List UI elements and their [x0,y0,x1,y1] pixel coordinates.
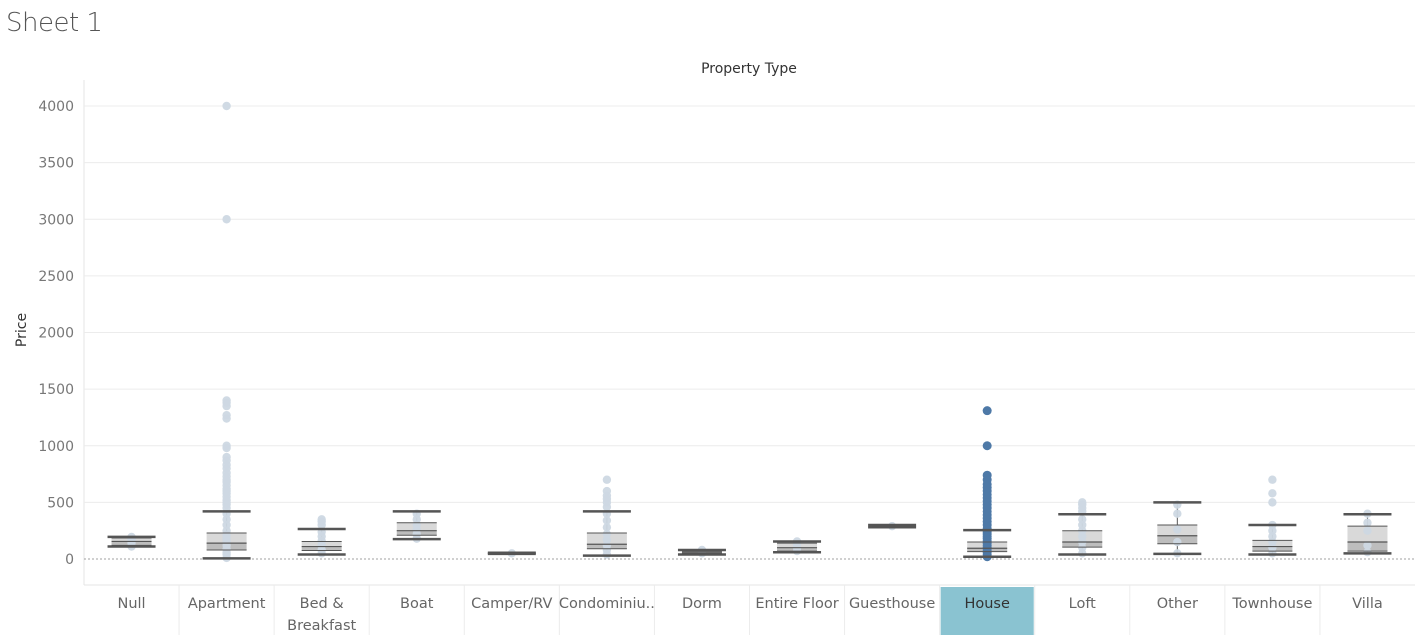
data-point [222,101,231,111]
category-label: Dorm [682,596,722,612]
box-other [1153,500,1202,558]
data-point [222,441,231,450]
category-label: Camper/RV [471,596,552,612]
category-label: Apartment [188,596,266,612]
data-point [1078,515,1087,524]
gridlines [83,80,1415,586]
category-label: Loft [1069,596,1097,612]
data-point [222,452,231,462]
y-axis-title: Price [14,313,30,347]
y-tick-label: 3000 [38,212,74,228]
y-tick-label: 2500 [38,269,74,285]
data-point [602,475,612,484]
category-label: Entire Floor [755,596,838,612]
data-point [982,441,992,451]
box-apartment [202,101,251,563]
box-townhouse [1248,475,1297,558]
category-label: Condominiu.. [559,596,655,612]
category-label: House [964,596,1010,612]
box-guesthouse [868,521,917,531]
data-point [1173,525,1182,534]
data-point [1268,489,1277,498]
category-label: Other [1157,596,1198,612]
data-point [222,410,231,420]
data-point [982,406,992,416]
y-tick-label: 4000 [38,99,74,115]
category-label: Bed & [300,596,344,612]
data-point [1363,541,1372,550]
category-label: Null [117,596,145,612]
box-boat [392,509,441,543]
data-point [1078,498,1087,507]
box-loft [1058,498,1107,558]
box-house [963,406,1012,562]
box-villa [1343,509,1392,557]
data-point [602,523,612,532]
y-tick-label: 1500 [38,382,74,398]
data-point [1173,509,1182,518]
box-entire-floor [773,537,822,556]
data-point [1173,537,1182,547]
category-label: Guesthouse [849,596,935,612]
box-null [107,532,156,551]
box-bed-breakfast [297,515,346,558]
data-point [1363,526,1372,535]
x-axis: Null Apartment Bed & Breakfast Boat Camper/RV… [117,585,1383,635]
box-dorm [677,545,726,558]
y-tick-label: 2000 [38,326,74,342]
data-point [982,470,992,480]
data-point [222,215,231,224]
y-tick-label: 0 [65,552,74,568]
x-axis-title: Property Type [701,61,797,77]
category-label: Breakfast [287,618,356,634]
data-point [1363,518,1372,527]
plot-area [107,101,1392,563]
selection-highlight [940,587,1034,635]
category-label: Boat [400,596,434,612]
data-point [602,516,612,525]
box-camper-rv [487,549,536,558]
y-tick-label: 3500 [38,156,74,172]
data-point [602,486,612,496]
box-condominiu- [582,475,631,559]
y-tick-label: 1000 [38,439,74,455]
data-point [602,529,612,539]
data-point [1268,475,1277,484]
y-tick-label: 500 [47,495,74,511]
category-label: Townhouse [1231,596,1312,612]
data-point [1268,498,1277,507]
y-axis: 0 500 1000 1500 2000 2500 3000 3500 4000 [38,99,74,568]
data-point [222,396,231,405]
category-label: Villa [1352,596,1383,612]
data-point [317,515,326,524]
selected-category-background [940,587,1034,635]
sheet-title: Sheet 1 [6,8,103,38]
